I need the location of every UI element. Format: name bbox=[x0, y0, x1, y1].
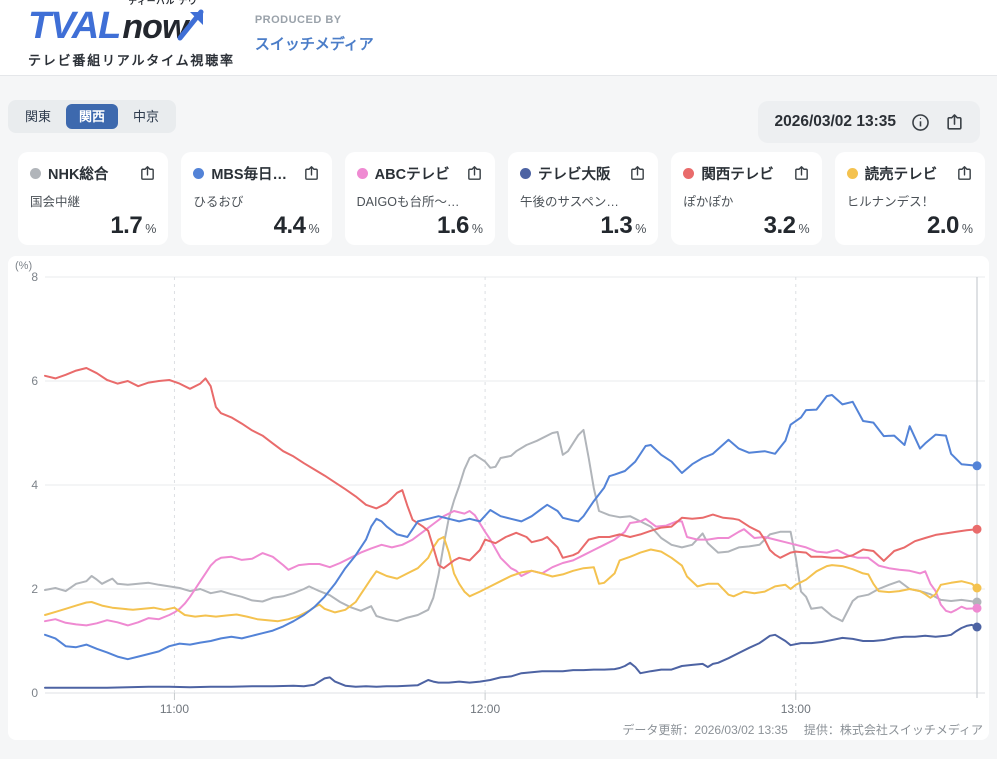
provider-text: 提供：株式会社スイッチメディア bbox=[803, 723, 983, 737]
series-line-0 bbox=[44, 428, 978, 623]
share-icon[interactable] bbox=[945, 113, 964, 132]
rating-unit: % bbox=[798, 222, 810, 236]
rating-readout: 1.3% bbox=[520, 212, 646, 240]
series-end-dot-2 bbox=[972, 603, 982, 613]
series-line-2 bbox=[44, 510, 978, 627]
program-title: 国会中継 bbox=[30, 195, 81, 209]
channel-color-dot bbox=[356, 168, 368, 179]
card-share-icon[interactable] bbox=[629, 165, 646, 182]
tab-region-1[interactable]: 関西 bbox=[66, 104, 119, 129]
channel-name: 関西テレビ bbox=[701, 167, 774, 183]
rating-unit: % bbox=[308, 222, 320, 236]
channel-name: NHK総合 bbox=[48, 167, 109, 183]
y-tick-6: 6 bbox=[31, 374, 38, 388]
card-share-icon[interactable] bbox=[139, 165, 156, 182]
channel-name: 読売テレビ bbox=[864, 167, 938, 183]
series-end-dot-5 bbox=[972, 583, 982, 593]
channel-card[interactable]: MBS毎日… ひるおび 4.4% bbox=[181, 152, 332, 245]
channel-card[interactable]: ABCテレビ DAIGOも台所〜… 1.6% bbox=[344, 152, 495, 245]
rating-readout: 4.4% bbox=[193, 212, 320, 240]
channel-color-dot bbox=[683, 168, 695, 179]
footer-note: データ更新：2026/03/02 13:35 提供：株式会社スイッチメディア bbox=[622, 721, 983, 738]
y-tick-4: 4 bbox=[31, 478, 38, 492]
program-title: ぽかぽか bbox=[683, 195, 734, 209]
logo-tval-text: TVAL bbox=[28, 5, 121, 47]
rating-unit: % bbox=[145, 222, 157, 236]
app-header: TVAL ティーバル ナウ now テレビ番組リアルタイム視聴率 PRODUCE… bbox=[0, 0, 997, 76]
y-tick-8: 8 bbox=[31, 270, 38, 284]
logo-arrow-icon bbox=[177, 9, 204, 41]
tval-logo[interactable]: TVAL ティーバル ナウ now テレビ番組リアルタイム視聴率 bbox=[28, 0, 235, 69]
data-update-text: データ更新：2026/03/02 13:35 bbox=[622, 723, 788, 737]
timestamp-text: 2026/03/02 13:35 bbox=[774, 113, 896, 130]
channel-color-dot bbox=[846, 168, 858, 179]
program-title: ひるおび bbox=[193, 195, 244, 209]
rating-value: 4.4 bbox=[273, 212, 306, 239]
rating-value: 1.3 bbox=[600, 212, 633, 239]
rating-unit: % bbox=[635, 222, 647, 236]
series-end-dot-4 bbox=[972, 524, 982, 534]
logo-now-text: now bbox=[122, 8, 188, 46]
channel-cards: NHK総合 国会中継 1.7% MBS毎日… ひるおび bbox=[18, 152, 985, 245]
channel-card[interactable]: NHK総合 国会中継 1.7% bbox=[18, 152, 169, 245]
info-icon[interactable] bbox=[911, 113, 930, 132]
program-title: 午後のサスペン… bbox=[519, 195, 619, 209]
card-share-icon[interactable] bbox=[303, 165, 320, 182]
rating-unit: % bbox=[961, 222, 973, 236]
program-title: ヒルナンデス！ bbox=[846, 195, 935, 209]
channel-name: テレビ大阪 bbox=[537, 167, 611, 183]
channel-card[interactable]: テレビ大阪 午後のサスペン… 1.3% bbox=[507, 152, 659, 245]
channel-color-dot bbox=[30, 168, 41, 179]
series-line-5 bbox=[44, 536, 978, 623]
timestamp-pill: 2026/03/02 13:35 bbox=[758, 101, 980, 143]
program-title: DAIGOも台所〜… bbox=[356, 195, 460, 209]
card-share-icon[interactable] bbox=[956, 165, 973, 182]
card-share-icon[interactable] bbox=[793, 165, 810, 182]
channel-color-dot bbox=[193, 168, 205, 179]
region-tabs: 関東 関西 中京 bbox=[8, 100, 177, 133]
series-end-dot-1 bbox=[972, 461, 982, 471]
rating-readout: 1.7% bbox=[30, 212, 156, 240]
ratings-chart: 11:00 12:00 13:00 0 2 4 6 8(%) bbox=[15, 260, 985, 716]
x-tick-12:00: 12:00 bbox=[470, 702, 500, 716]
logo-ruby-text: ティーバル ナウ bbox=[128, 0, 198, 6]
series-line-1 bbox=[44, 394, 978, 661]
rating-readout: 1.6% bbox=[357, 212, 483, 240]
rating-value: 1.7 bbox=[110, 212, 143, 239]
x-tick-11:00: 11:00 bbox=[160, 702, 189, 716]
y-tick-2: 2 bbox=[31, 582, 38, 596]
rating-value: 3.2 bbox=[763, 212, 796, 239]
tab-region-0[interactable]: 関東 bbox=[25, 109, 52, 124]
channel-name: ABCテレビ bbox=[374, 167, 450, 183]
produced-by-block: PRODUCED BY スイッチメディア bbox=[255, 14, 374, 54]
produced-by-link[interactable]: スイッチメディア bbox=[254, 36, 374, 53]
x-tick-13:00: 13:00 bbox=[781, 702, 811, 716]
y-tick-0: 0 bbox=[31, 686, 38, 700]
card-share-icon[interactable] bbox=[466, 165, 483, 182]
logo-tagline: テレビ番組リアルタイム視聴率 bbox=[28, 53, 235, 68]
produced-by-label: PRODUCED BY bbox=[254, 14, 342, 26]
y-axis-unit-label: (%) bbox=[15, 260, 32, 272]
channel-card[interactable]: 読売テレビ ヒルナンデス！ 2.0% bbox=[834, 152, 985, 245]
rating-value: 2.0 bbox=[926, 212, 959, 239]
channel-name: MBS毎日… bbox=[211, 167, 288, 183]
rating-value: 1.6 bbox=[436, 212, 469, 239]
rating-readout: 3.2% bbox=[683, 212, 810, 240]
tab-region-2[interactable]: 中京 bbox=[133, 109, 160, 124]
channel-card[interactable]: 関西テレビ ぽかぽか 3.2% bbox=[671, 152, 822, 245]
chart-panel: 11:00 12:00 13:00 0 2 4 6 8 (%) bbox=[8, 256, 989, 740]
series-end-dot-0 bbox=[972, 597, 982, 607]
channel-color-dot bbox=[519, 168, 531, 179]
rating-readout: 2.0% bbox=[847, 212, 973, 240]
series-line-4 bbox=[44, 367, 978, 570]
rating-unit: % bbox=[471, 222, 483, 236]
series-end-dot-3 bbox=[972, 622, 982, 632]
series-line-3 bbox=[44, 623, 978, 689]
